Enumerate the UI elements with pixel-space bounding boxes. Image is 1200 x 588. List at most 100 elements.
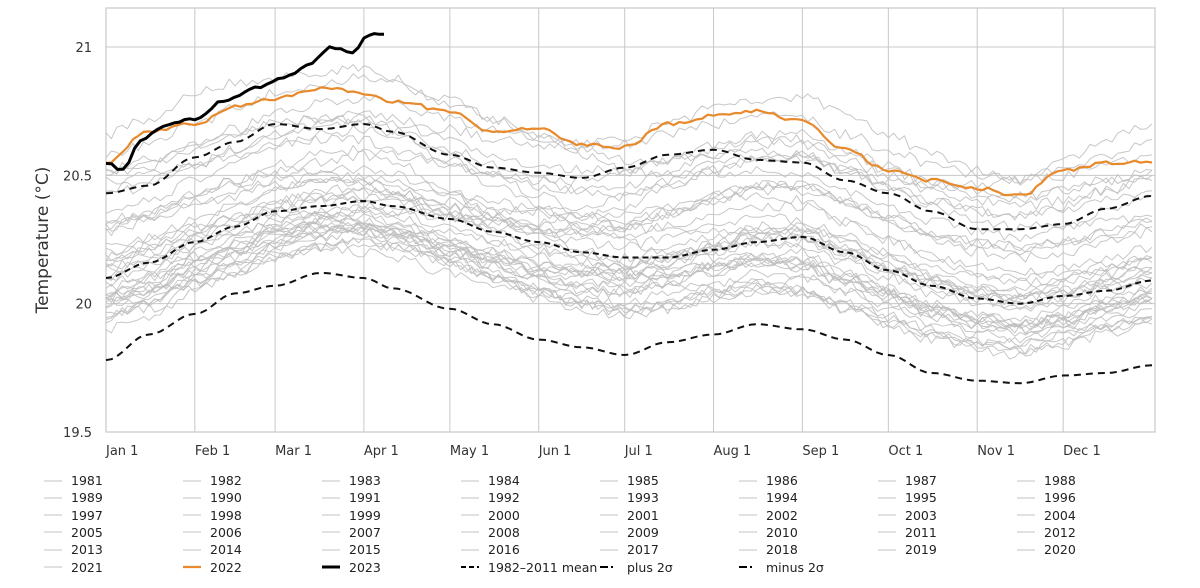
y-tick-label: 19.5 (63, 426, 92, 441)
legend-swatch-icon (1017, 527, 1035, 537)
x-tick-label: Jul 1 (624, 444, 653, 459)
legend-item[interactable]: 2001 (600, 507, 659, 524)
legend-label: 2002 (766, 507, 798, 523)
legend-swatch-icon (461, 545, 479, 555)
x-tick-label: Aug 1 (714, 444, 752, 459)
legend-item[interactable]: 1997 (44, 507, 103, 524)
legend-item[interactable]: 2023 (322, 559, 381, 576)
legend-label: 1995 (905, 490, 937, 506)
legend-item[interactable]: 2002 (739, 507, 798, 524)
legend-item[interactable]: 1981 (44, 472, 103, 489)
legend-swatch-icon (600, 527, 618, 537)
series-line-2023 (105, 32, 385, 171)
legend-item[interactable]: 2007 (322, 524, 381, 541)
legend-item[interactable]: 2022 (183, 559, 242, 576)
legend-item[interactable]: 2005 (44, 524, 103, 541)
series-line-2004 (105, 187, 1153, 276)
legend-item[interactable]: 1987 (878, 472, 937, 489)
series-line-1994 (105, 222, 1153, 303)
legend-label: 1982 (210, 473, 242, 488)
legend-item[interactable]: 2011 (878, 524, 937, 541)
legend-item[interactable]: 2015 (322, 541, 381, 558)
legend-item[interactable]: 2016 (461, 541, 520, 558)
legend-label: 1989 (71, 490, 103, 506)
legend-item[interactable]: 1998 (183, 507, 242, 524)
legend-label: 1996 (1044, 490, 1076, 506)
series-line-2011 (105, 223, 1153, 311)
legend-item[interactable]: 2013 (44, 541, 103, 558)
legend-label: 2010 (766, 524, 798, 540)
legend-item[interactable]: 1995 (878, 489, 937, 506)
legend-label: 2000 (488, 507, 520, 523)
legend-label: 2005 (71, 524, 103, 540)
legend-label: 2001 (627, 507, 659, 523)
legend-label: 1999 (349, 507, 381, 523)
legend-item[interactable]: 2021 (44, 559, 103, 576)
legend-label: 1986 (766, 473, 798, 488)
legend-item[interactable]: 2009 (600, 524, 659, 541)
series-line-2000 (105, 238, 1153, 329)
legend-item[interactable]: 2019 (878, 541, 937, 558)
legend-item[interactable]: 1994 (739, 489, 798, 506)
series-line-2008 (105, 227, 1153, 306)
x-tick-label: Nov 1 (977, 444, 1015, 459)
legend-item[interactable]: 2008 (461, 524, 520, 541)
legend-item[interactable]: 1989 (44, 489, 103, 506)
y-tick-label: 20.5 (63, 169, 92, 184)
legend-label: 1981 (71, 473, 103, 488)
legend-item[interactable]: 1986 (739, 472, 798, 489)
legend-item[interactable]: 1992 (461, 489, 520, 506)
legend-item[interactable]: 1988 (1017, 472, 1076, 489)
legend-label: 1993 (627, 490, 659, 506)
legend-item[interactable]: 1985 (600, 472, 659, 489)
legend-label: 2007 (349, 524, 381, 540)
series-line-1989 (105, 239, 1153, 344)
series-line-1992 (105, 216, 1153, 355)
legend-item[interactable]: 1984 (461, 472, 520, 489)
legend-label: 1984 (488, 473, 520, 488)
legend-label: 1998 (210, 507, 242, 523)
legend-swatch-icon (183, 545, 201, 555)
legend-swatch-icon (44, 545, 62, 555)
legend-swatch-icon (600, 545, 618, 555)
legend-item[interactable]: 2018 (739, 541, 798, 558)
legend-item[interactable]: 1982–2011 mean (461, 559, 597, 576)
legend-swatch-icon (600, 510, 618, 520)
legend-swatch-icon (461, 476, 479, 486)
series-line-2006 (105, 184, 1153, 262)
legend-item[interactable]: 2014 (183, 541, 242, 558)
series-line-2022 (105, 86, 1153, 197)
legend-label: 2003 (905, 507, 937, 523)
legend-item[interactable]: minus 2σ (739, 559, 824, 576)
legend-item[interactable]: plus 2σ (600, 559, 673, 576)
legend-swatch-icon (44, 493, 62, 503)
x-tick-label: Mar 1 (275, 444, 312, 459)
legend-item[interactable]: 2004 (1017, 507, 1076, 524)
x-tick-label: Feb 1 (195, 444, 230, 459)
x-tick-label: Sep 1 (802, 444, 839, 459)
legend-item[interactable]: 1996 (1017, 489, 1076, 506)
legend-item[interactable]: 2012 (1017, 524, 1076, 541)
legend-item[interactable]: 2017 (600, 541, 659, 558)
legend-label: 1994 (766, 490, 798, 506)
legend-item[interactable]: 2020 (1017, 541, 1076, 558)
legend-item[interactable]: 1990 (183, 489, 242, 506)
legend-label: 2014 (210, 542, 242, 558)
legend-swatch-icon (322, 476, 340, 486)
legend-item[interactable]: 1991 (322, 489, 381, 506)
legend-label: minus 2σ (766, 559, 824, 575)
legend-swatch-icon (44, 476, 62, 486)
legend-label: 2017 (627, 542, 659, 558)
legend-item[interactable]: 1999 (322, 507, 381, 524)
series-line-1984 (105, 235, 1153, 337)
legend-item[interactable]: 1982 (183, 472, 242, 489)
legend-swatch-icon (878, 545, 896, 555)
legend-swatch-icon (461, 493, 479, 503)
legend-item[interactable]: 2003 (878, 507, 937, 524)
legend-item[interactable]: 2010 (739, 524, 798, 541)
legend-item[interactable]: 1983 (322, 472, 381, 489)
legend-item[interactable]: 2000 (461, 507, 520, 524)
legend-item[interactable]: 2006 (183, 524, 242, 541)
series-line-plus-2- (105, 123, 1153, 231)
legend-item[interactable]: 1993 (600, 489, 659, 506)
